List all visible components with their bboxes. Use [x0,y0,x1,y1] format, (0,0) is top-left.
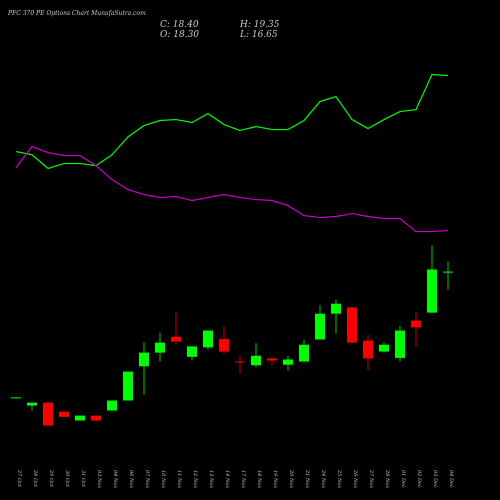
x-tick-label: 01 Dec [400,470,406,488]
x-tick-label: 03 Dec [432,470,438,488]
low-label: L: 16.65 [239,30,278,40]
x-tick-label: 04 Dec [448,470,454,488]
candle-body [251,355,261,366]
candle-body [11,397,21,399]
candle-body [59,411,69,417]
x-tick-label: 21 Nov [304,469,310,488]
x-tick-label: 20 Nov [288,469,294,488]
candle-body [315,313,325,340]
candle-body [347,307,357,343]
x-tick-label: 02 Dec [416,470,422,488]
candle-body [203,330,213,348]
x-tick-label: 25 Nov [336,469,342,488]
x-tick-label: 14 Nov [224,470,230,488]
candle-body [395,330,405,358]
indicator-line [15,145,449,233]
candle-body [123,371,133,401]
candle-body [187,346,197,357]
high-label: H: 19.35 [239,20,280,30]
chart-title: PFC 370 PE Options Chart MunafaSutra.com [7,10,146,17]
candle-body [363,340,373,359]
x-tick-label: 10 Nov [160,470,166,488]
candle-body [155,342,165,353]
candle-body [91,415,101,421]
x-tick-label: 19 Nov [272,470,278,488]
x-tick-label: 06 Nov [128,470,134,488]
x-tick-label: 28 Nov [384,469,390,488]
indicator-line [15,73,449,170]
candle-body [283,359,293,365]
x-tick-label: 27 Oct [16,469,22,488]
x-tick-label: 27 Nov [368,469,374,488]
candle-body [139,352,149,367]
close-label: C: 18.40 [160,20,199,30]
candle-body [235,361,245,363]
x-tick-label: 24 Nov [320,469,326,488]
candle-body [379,344,389,352]
x-tick-label: 12 Nov [192,470,198,488]
candle-body [443,271,453,273]
x-tick-label: 11 Nov [176,470,182,488]
x-tick-label: 03 Nov [96,470,102,488]
open-label: O: 18.30 [160,30,199,40]
candle-body [267,358,277,361]
candle-body [331,303,341,314]
candle-body [171,336,181,342]
x-tick-label: 28 Oct [32,469,38,488]
x-tick-label: 18 Nov [256,470,262,488]
x-tick-label: 30 Oct [64,470,70,488]
candle-body [427,269,437,313]
x-tick-label: 13 Nov [208,470,214,488]
x-tick-label: 29 Oct [48,469,54,488]
candle-body [43,402,53,426]
candle-body [219,338,229,352]
x-tick-label: 04 Nov [112,470,118,488]
candle-body [299,344,309,362]
x-tick-label: 31 Oct [80,470,86,488]
candle-body [107,400,117,411]
candle-body [75,415,85,421]
candle-body [27,402,37,406]
x-tick-label: 17 Nov [240,470,246,488]
candle-body [411,320,421,328]
x-tick-label: 07 Nov [144,470,150,488]
x-tick-label: 26 Nov [352,469,358,488]
